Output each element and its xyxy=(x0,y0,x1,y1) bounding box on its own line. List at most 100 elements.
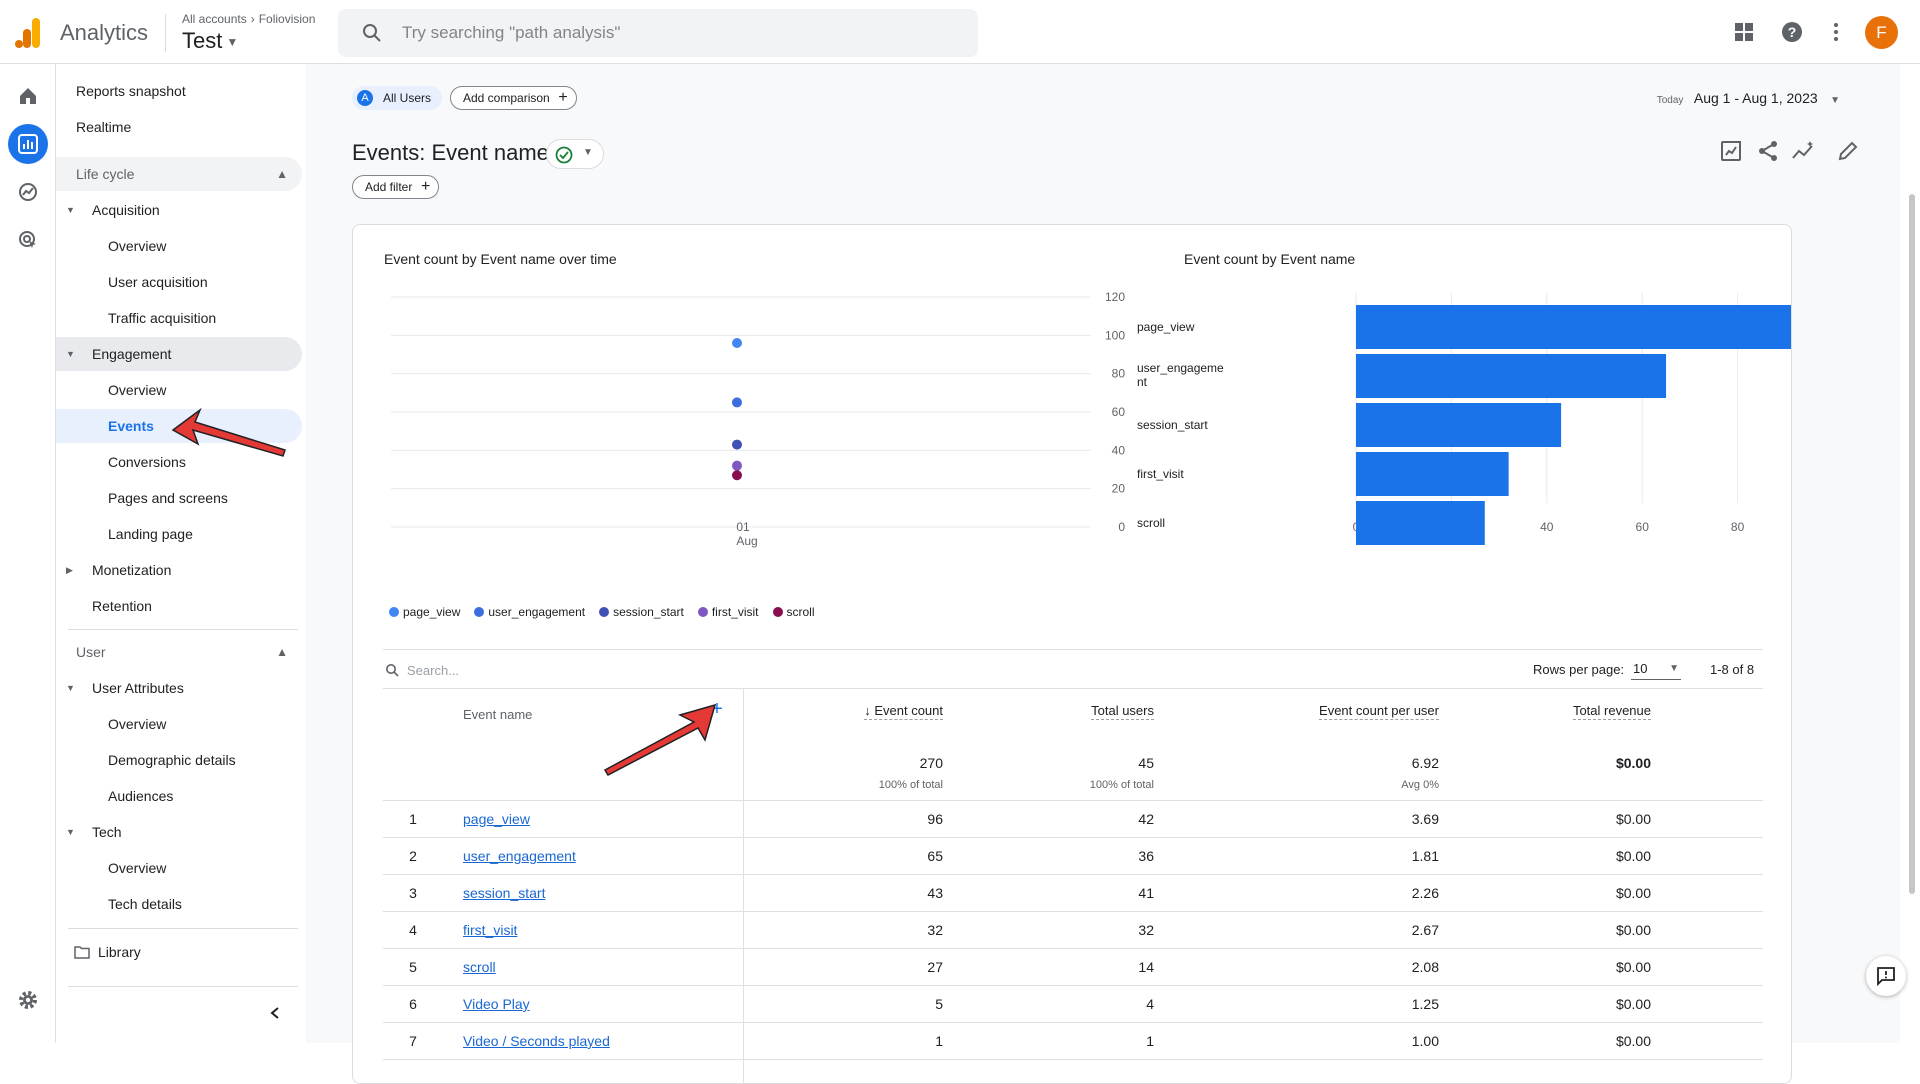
header-divider xyxy=(165,14,166,52)
section-label: Life cycle xyxy=(76,166,135,182)
sidebar-item-events[interactable]: Events xyxy=(56,409,302,443)
cell-revenue: $0.00 xyxy=(1615,885,1651,901)
add-comparison-button[interactable]: Add comparison + xyxy=(450,86,577,110)
search-bar[interactable] xyxy=(338,9,978,57)
table-row[interactable]: 6 Video Play 5 4 1.25 $0.00 xyxy=(383,986,1763,1023)
sidebar-group-monetization[interactable]: ▶ Monetization xyxy=(56,553,302,587)
rail-advertising[interactable] xyxy=(8,220,48,260)
event-name-link[interactable]: user_engagement xyxy=(463,848,576,864)
sidebar-item-ua-overview[interactable]: Overview xyxy=(108,716,167,732)
breadcrumb[interactable]: All accounts › Foliovision xyxy=(182,12,315,26)
sidebar-group-acquisition[interactable]: ▼ Acquisition xyxy=(56,193,302,227)
legend-item-first_visit[interactable]: first_visit xyxy=(697,605,759,619)
sidebar-item-eng-overview[interactable]: Overview xyxy=(108,382,167,398)
scrollbar-thumb[interactable] xyxy=(1909,194,1915,894)
rail-admin[interactable] xyxy=(8,980,48,1020)
sidebar-item-conversions[interactable]: Conversions xyxy=(108,454,186,470)
event-name-link[interactable]: Video Play xyxy=(463,996,530,1012)
event-count-by-name-chart[interactable]: 020406080100page_viewuser_engagementsess… xyxy=(1133,283,1791,545)
y-tick-label: 60 xyxy=(1112,405,1126,419)
sidebar-item-demographic-details[interactable]: Demographic details xyxy=(108,752,236,768)
caret-down-icon: ▼ xyxy=(66,827,75,837)
comparison-chip-all-users[interactable]: A All Users xyxy=(352,86,443,110)
breadcrumb-accounts[interactable]: All accounts xyxy=(182,12,247,26)
event-name-link[interactable]: scroll xyxy=(463,959,496,975)
event-name-link[interactable]: Video / Seconds played xyxy=(463,1033,610,1049)
column-header-total-users[interactable]: Total users xyxy=(1091,703,1154,720)
cell-per-user: 2.67 xyxy=(1411,922,1439,938)
sidebar-group-user-attributes[interactable]: ▼ User Attributes xyxy=(56,671,302,705)
legend-item-scroll[interactable]: scroll xyxy=(772,605,815,619)
sidebar-item-library[interactable]: Library xyxy=(56,935,302,969)
customize-report-icon[interactable] xyxy=(1718,138,1744,164)
table-row[interactable]: 5 scroll 27 14 2.08 $0.00 xyxy=(383,949,1763,986)
sidebar-item-user-acquisition[interactable]: User acquisition xyxy=(108,274,208,290)
more-vert-icon[interactable] xyxy=(1824,20,1848,44)
avatar[interactable]: F xyxy=(1865,16,1898,49)
add-dimension-plus-icon[interactable]: + xyxy=(711,698,723,720)
sidebar-group-tech[interactable]: ▼ Tech xyxy=(56,815,302,849)
table-row[interactable]: 2 user_engagement 65 36 1.81 $0.00 xyxy=(383,838,1763,875)
column-header-event-count-per-user[interactable]: Event count per user xyxy=(1319,703,1439,720)
section-lifecycle[interactable]: Life cycle ▲ xyxy=(56,157,302,191)
legend-item-session_start[interactable]: session_start xyxy=(599,605,684,619)
sidebar-item-landing-page[interactable]: Landing page xyxy=(108,526,193,542)
chevron-up-icon: ▲ xyxy=(276,167,288,181)
caret-down-icon: ▼ xyxy=(226,35,239,50)
event-name-link[interactable]: page_view xyxy=(463,811,530,827)
sidebar-item-tech-overview[interactable]: Overview xyxy=(108,860,167,876)
event-name-link[interactable]: first_visit xyxy=(463,922,518,938)
category-label: user_engageme xyxy=(1137,361,1224,375)
sidebar-group-engagement[interactable]: ▼ Engagement xyxy=(56,337,302,371)
sidebar-item-tech-details[interactable]: Tech details xyxy=(108,896,182,912)
analytics-logo-icon[interactable] xyxy=(14,16,42,50)
table-search-input[interactable] xyxy=(407,660,707,680)
sidebar-item-audiences[interactable]: Audiences xyxy=(108,788,174,804)
sidebar-item-retention[interactable]: Retention xyxy=(92,598,152,614)
section-user[interactable]: User ▲ xyxy=(56,635,302,669)
rows-per-page-select[interactable]: 10 ▼ xyxy=(1631,658,1681,680)
sidebar-item-pages-and-screens[interactable]: Pages and screens xyxy=(108,490,228,506)
rail-home[interactable] xyxy=(8,76,48,116)
date-range-picker[interactable]: Today Aug 1 - Aug 1, 2023 ▼ xyxy=(1657,90,1840,108)
sidebar-item-reports-snapshot[interactable]: Reports snapshot xyxy=(76,83,186,99)
legend-item-page_view[interactable]: page_view xyxy=(389,605,460,619)
table-row[interactable]: 3 session_start 43 41 2.26 $0.00 xyxy=(383,875,1763,912)
event-name-link[interactable]: session_start xyxy=(463,885,546,901)
apps-grid-icon[interactable] xyxy=(1732,20,1756,44)
legend-swatch xyxy=(772,607,783,617)
search-input[interactable] xyxy=(402,21,962,45)
column-header-total-revenue[interactable]: Total revenue xyxy=(1572,703,1651,720)
sidebar-item-traffic-acquisition[interactable]: Traffic acquisition xyxy=(108,310,217,326)
caret-down-icon: ▼ xyxy=(583,147,593,158)
row-index: 3 xyxy=(409,885,417,901)
share-icon[interactable] xyxy=(1755,138,1781,164)
plus-icon: + xyxy=(421,178,431,195)
category-label: page_view xyxy=(1137,320,1195,334)
sidebar-item-acq-overview[interactable]: Overview xyxy=(108,238,167,254)
legend-item-user_engagement[interactable]: user_engagement xyxy=(474,605,585,619)
rail-reports[interactable] xyxy=(8,124,48,164)
table-row[interactable]: 7 Video / Seconds played 1 1 1.00 $0.00 xyxy=(383,1023,1763,1060)
edit-pencil-icon[interactable] xyxy=(1835,138,1861,164)
sidebar-item-realtime[interactable]: Realtime xyxy=(76,119,132,135)
insights-icon[interactable] xyxy=(1790,138,1816,164)
collapse-chevron-left-icon[interactable] xyxy=(268,1006,282,1020)
add-filter-button[interactable]: Add filter + xyxy=(352,175,440,199)
report-status-dropdown[interactable]: ▼ xyxy=(546,139,604,169)
chevron-up-icon: ▲ xyxy=(276,645,288,659)
property-selector[interactable]: Test ▼ xyxy=(182,28,238,54)
svg-text:?: ? xyxy=(1788,24,1797,40)
column-header-event-name[interactable]: Event name xyxy=(463,707,533,722)
breadcrumb-account[interactable]: Foliovision xyxy=(258,12,316,26)
column-header-event-count[interactable]: ↓ Event count xyxy=(864,703,943,720)
table-row[interactable]: 4 first_visit 32 32 2.67 $0.00 xyxy=(383,912,1763,949)
caret-down-icon: ▼ xyxy=(66,349,75,359)
rail-explore[interactable] xyxy=(8,172,48,212)
scrollbar[interactable] xyxy=(1908,64,1916,964)
help-icon[interactable]: ? xyxy=(1780,20,1804,44)
group-label: Monetization xyxy=(92,562,172,578)
table-row[interactable]: 1 page_view 96 42 3.69 $0.00 xyxy=(383,801,1763,838)
feedback-button[interactable] xyxy=(1866,956,1906,996)
